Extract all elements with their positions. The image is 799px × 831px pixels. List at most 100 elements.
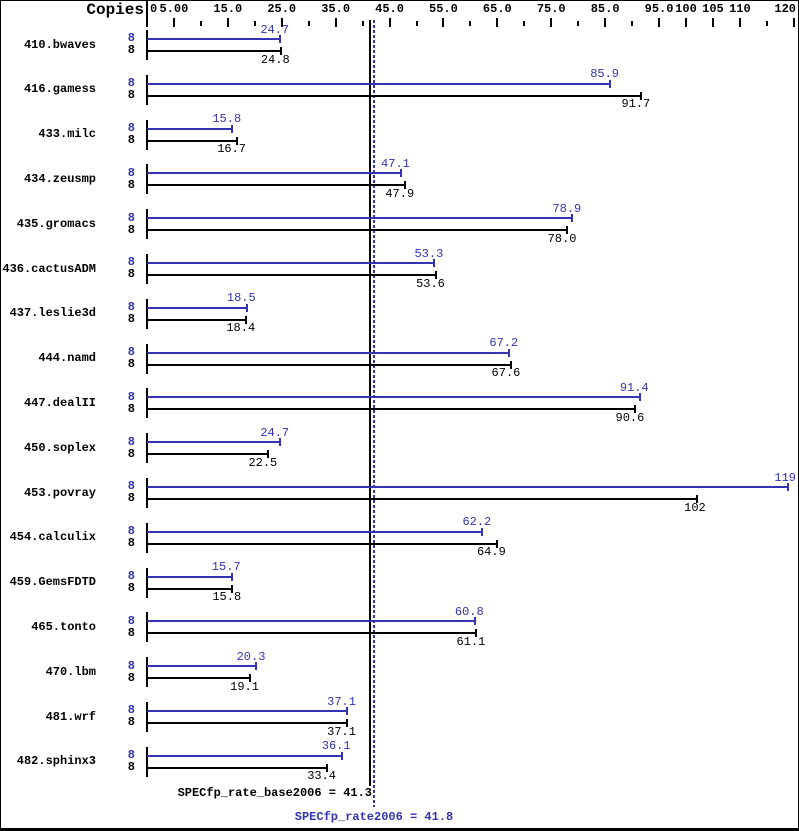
- base-copies-label: 8: [127, 267, 135, 282]
- axis-tick-label: 55.0: [429, 2, 458, 16]
- base-bar: [147, 408, 636, 411]
- peak-bar: [147, 485, 789, 488]
- bar-start-segment: [146, 119, 148, 150]
- base-copies-label: 8: [127, 670, 135, 685]
- base-copies-label: 8: [127, 43, 135, 58]
- peak-value-label: 24.7: [260, 425, 290, 440]
- peak-copies-label: 8: [127, 569, 135, 584]
- axis-minor-tick: [361, 21, 364, 26]
- bar-start-segment: [146, 74, 148, 105]
- benchmark-row-433.milc: 433.milc 8 8 15.8 16.7: [1, 112, 798, 157]
- axis-origin-tick-label: 0: [150, 2, 158, 16]
- peak-bar-end-cap: [399, 169, 402, 178]
- peak-copies-label: 8: [127, 300, 135, 315]
- benchmark-row-465.tonto: 465.tonto 8 8 60.8 61.1: [1, 605, 798, 650]
- axis-tick-label: 15.0: [213, 2, 243, 16]
- benchmark-name: 459.GemsFDTD: [9, 575, 96, 590]
- peak-bar: [147, 665, 257, 668]
- benchmark-row-447.dealII: 447.dealII 8 8 91.4 90.6: [1, 381, 798, 426]
- peak-bar: [147, 754, 342, 757]
- base-value-label: 47.9: [385, 187, 415, 201]
- base-value-label: 102: [684, 500, 706, 515]
- base-bar: [147, 542, 497, 545]
- base-bar-end-cap: [495, 539, 498, 548]
- base-copies-label: 8: [127, 625, 135, 640]
- peak-copies-label: 8: [127, 255, 135, 270]
- peak-bar: [147, 127, 233, 130]
- peak-bar-end-cap: [508, 348, 511, 357]
- peak-value-label: 62.2: [462, 515, 492, 530]
- base-bar: [147, 229, 568, 232]
- base-bar-end-cap: [695, 494, 698, 503]
- base-bar-end-cap: [434, 270, 437, 279]
- base-bar: [147, 453, 269, 456]
- peak-bar-end-cap: [279, 438, 282, 447]
- benchmark-name: 433.milc: [38, 127, 96, 142]
- axis-tick-label: 35.0: [321, 2, 351, 16]
- peak-bar: [147, 172, 401, 175]
- base-copies-label: 8: [127, 446, 135, 461]
- axis-minor-tick: [523, 21, 526, 26]
- peak-copies-label: 8: [127, 524, 135, 539]
- peak-bar-end-cap: [255, 662, 258, 671]
- benchmark-row-435.gromacs: 435.gromacs 8 8 78.9 78.0: [1, 202, 798, 247]
- base-value-label: 78.0: [547, 231, 577, 246]
- peak-bar: [147, 709, 347, 712]
- base-bar: [147, 184, 406, 187]
- base-copies-label: 8: [127, 581, 135, 596]
- base-copies-label: 8: [127, 133, 135, 148]
- peak-copies-label: 8: [127, 748, 135, 763]
- peak-bar: [147, 306, 247, 309]
- base-bar-end-cap: [566, 226, 569, 235]
- axis-minor-tick: [631, 21, 634, 26]
- peak-bar: [147, 530, 483, 533]
- base-value-label: 90.6: [615, 411, 645, 425]
- benchmark-name: 465.tonto: [31, 620, 96, 634]
- benchmark-row-482.sphinx3: 482.sphinx3 8 8 36.1 33.4: [1, 739, 798, 784]
- mean-base-label: SPECfp_rate_base2006 = 41.3: [177, 786, 372, 800]
- peak-value-label: 60.8: [454, 605, 484, 619]
- base-copies-label: 8: [127, 357, 135, 372]
- bar-start-segment: [146, 612, 148, 643]
- bar-start-segment: [146, 343, 148, 374]
- benchmark-row-410.bwaves: 410.bwaves 8 8 24.7 24.8: [1, 23, 798, 68]
- peak-bar-end-cap: [230, 572, 233, 581]
- base-bar: [147, 139, 237, 142]
- base-value-label: 22.5: [248, 455, 278, 470]
- axis-major-tick: [388, 18, 391, 27]
- base-bar: [147, 632, 477, 635]
- peak-value-label: 20.3: [236, 649, 266, 664]
- benchmark-name: 450.soplex: [23, 440, 96, 455]
- peak-bar-end-cap: [433, 258, 436, 267]
- benchmark-name: 434.zeusmp: [23, 172, 96, 186]
- peak-bar-end-cap: [481, 527, 484, 536]
- peak-value-label: 53.3: [414, 246, 444, 261]
- base-bar-end-cap: [279, 46, 282, 55]
- peak-copies-label: 8: [127, 76, 135, 91]
- axis-major-tick: [550, 18, 553, 27]
- peak-copies-label: 8: [127, 345, 135, 360]
- base-bar-end-cap: [345, 718, 348, 727]
- axis-major-tick: [604, 18, 607, 27]
- peak-copies-label: 8: [127, 613, 135, 628]
- base-bar-end-cap: [475, 629, 478, 638]
- base-bar-end-cap: [510, 360, 513, 369]
- axis-tick-label: 110: [729, 2, 751, 16]
- axis-major-tick: [226, 18, 229, 27]
- base-value-label: 67.6: [491, 366, 521, 381]
- base-bar-end-cap: [640, 91, 643, 100]
- peak-mean-reference-line: [373, 20, 376, 807]
- base-bar: [147, 363, 512, 366]
- base-bar-end-cap: [267, 450, 270, 459]
- base-value-label: 16.7: [217, 142, 246, 157]
- benchmark-row-444.namd: 444.namd 8 8 67.2 67.6: [1, 336, 798, 381]
- bar-start-segment: [146, 298, 148, 329]
- benchmark-name: 410.bwaves: [23, 37, 96, 52]
- peak-bar: [147, 217, 573, 220]
- peak-value-label: 18.5: [226, 291, 256, 306]
- bar-start-segment: [146, 567, 148, 598]
- bar-start-segment: [146, 746, 148, 777]
- base-value-label: 24.8: [260, 52, 290, 67]
- base-bar: [147, 766, 328, 769]
- base-bar: [147, 587, 233, 590]
